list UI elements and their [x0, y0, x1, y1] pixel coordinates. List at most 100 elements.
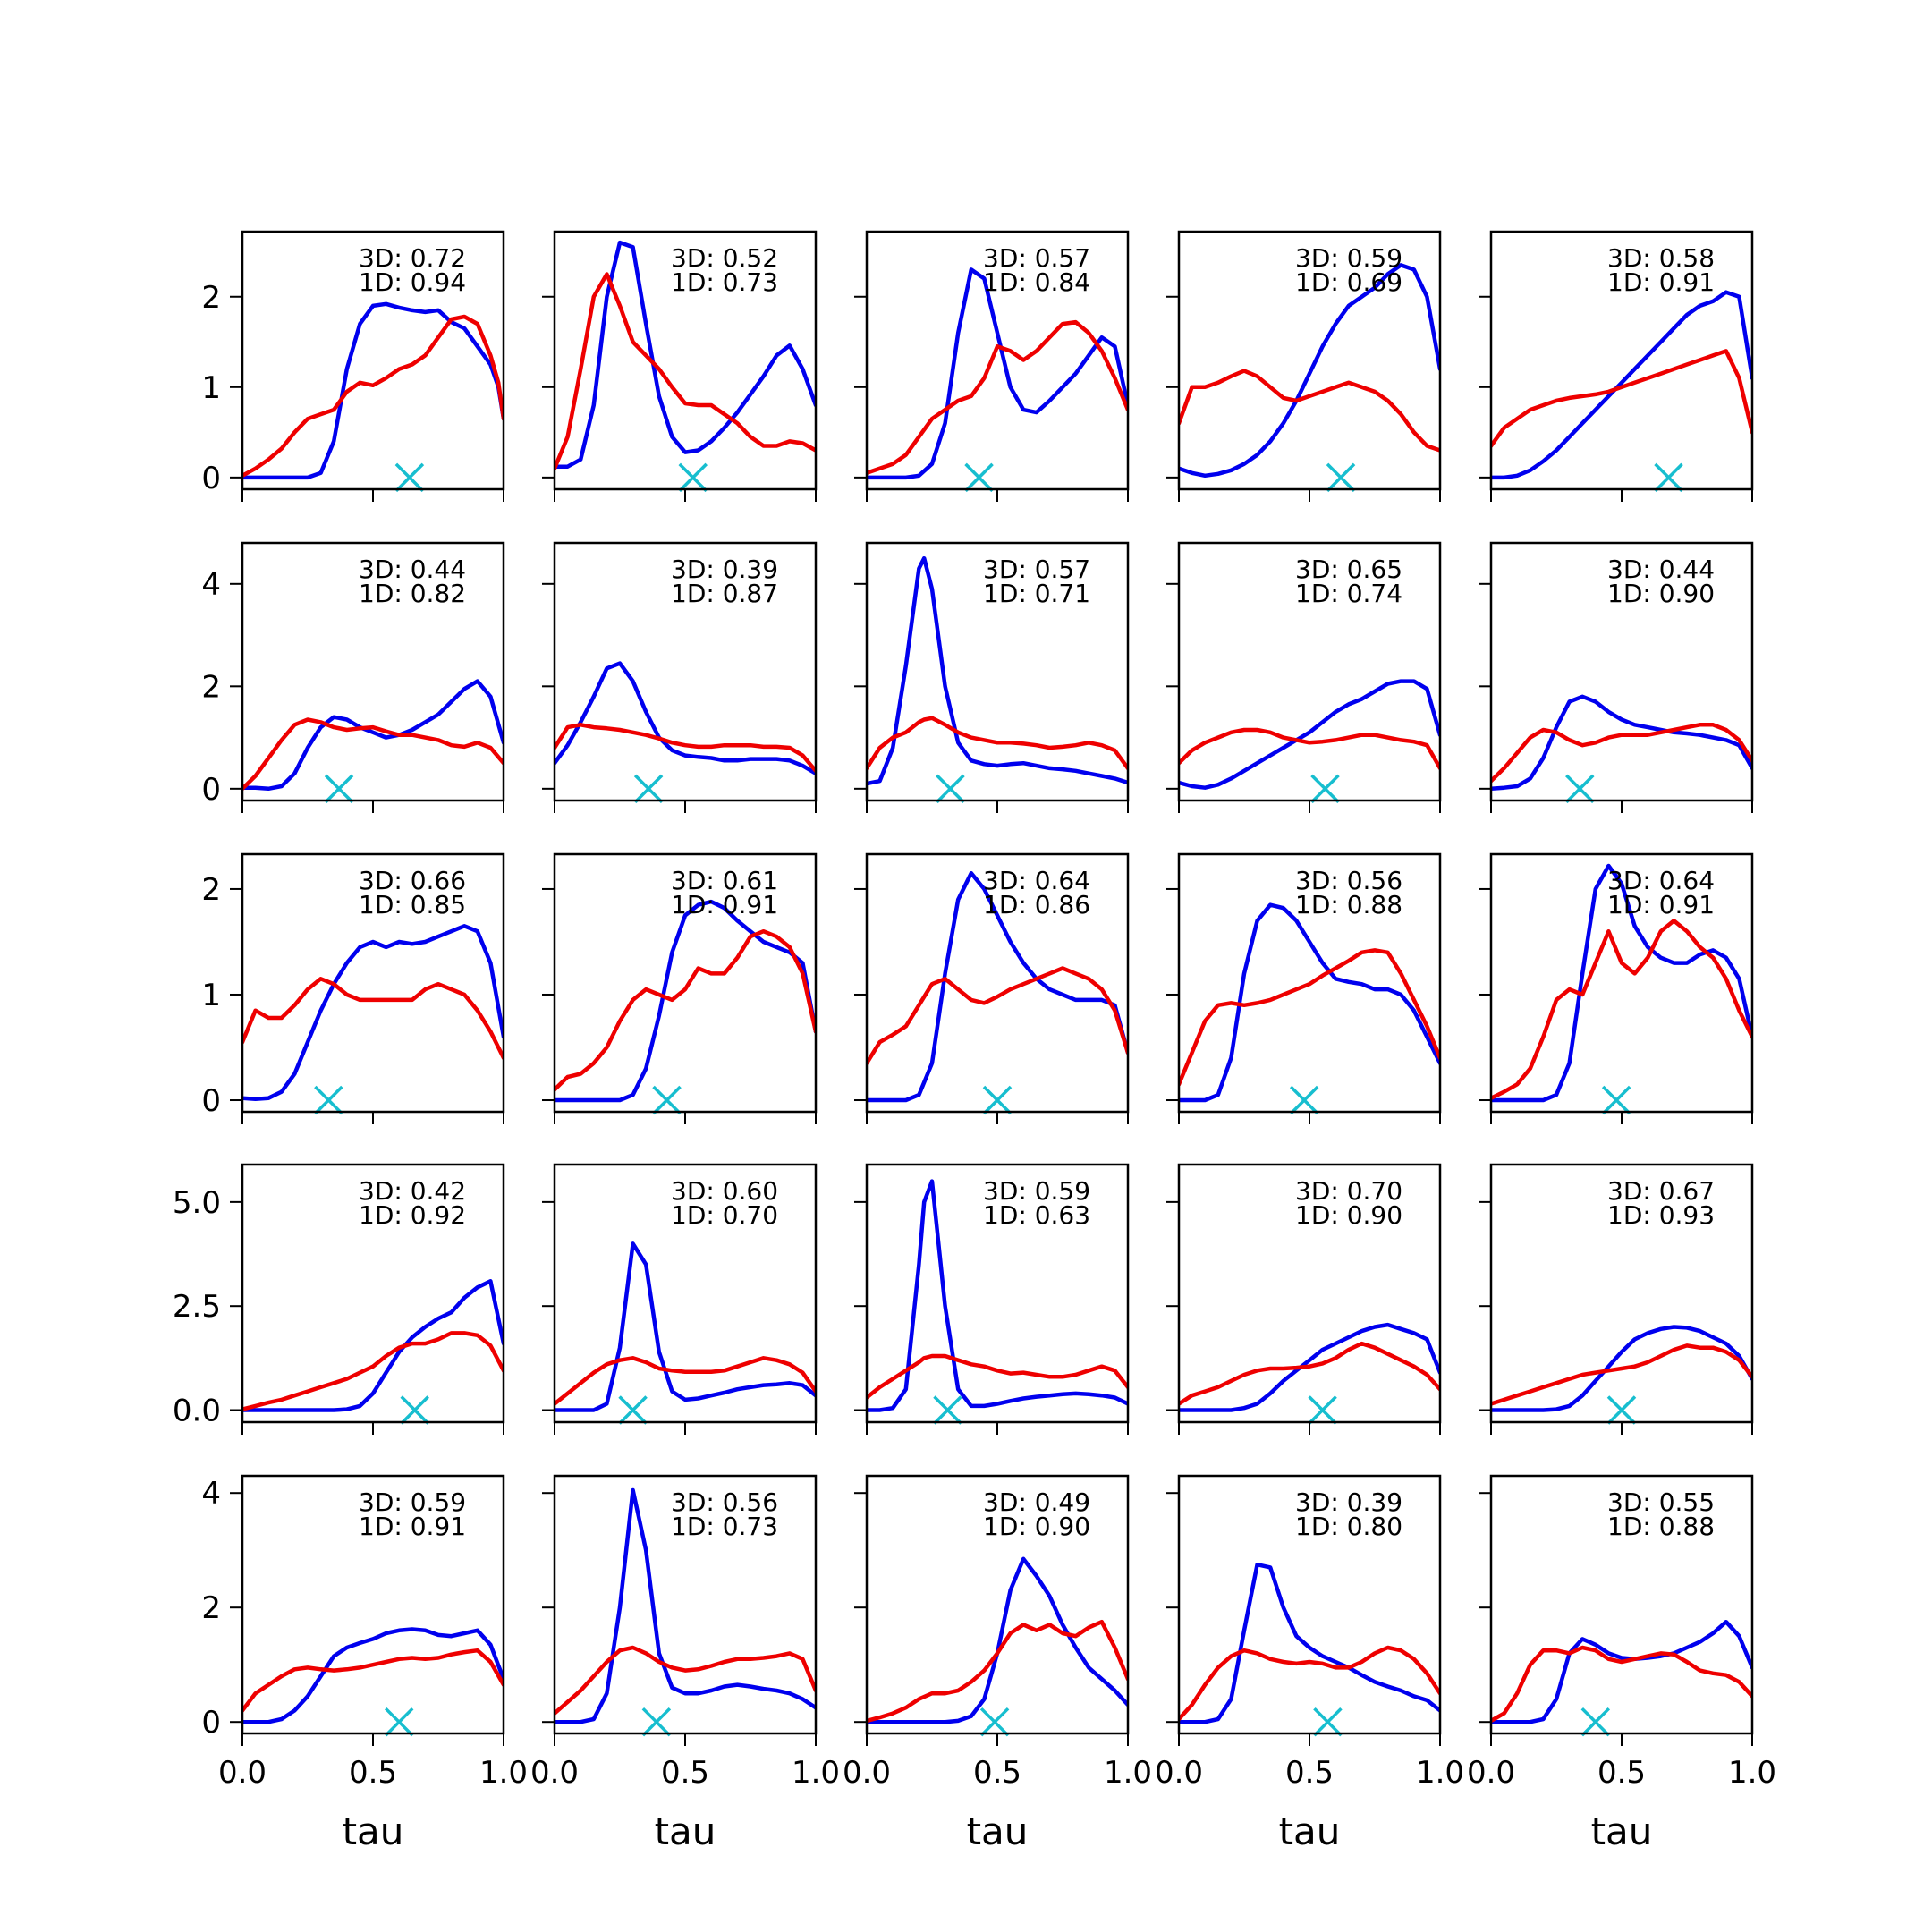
- annotation-3d: 3D: 0.39: [1295, 1487, 1402, 1517]
- series-blue-line: [1179, 1562, 1440, 1724]
- annotation-1d: 1D: 0.91: [359, 1512, 466, 1541]
- annotation-1d: 1D: 0.85: [359, 890, 466, 919]
- series-blue-line: [555, 661, 816, 775]
- annotation-1d: 1D: 0.74: [1295, 579, 1402, 608]
- series-red-line: [867, 1353, 1128, 1400]
- series-blue-line: [242, 679, 504, 792]
- annotation-3d: 3D: 0.65: [1295, 555, 1402, 584]
- x-tick-label: 0.5: [1285, 1755, 1334, 1791]
- x-axis-label: tau: [967, 1809, 1029, 1853]
- x-marker: [1601, 1085, 1631, 1115]
- x-tick-label: 1.0: [1416, 1755, 1464, 1791]
- x-marker-stroke: [1565, 774, 1595, 804]
- annotation-1d: 1D: 0.86: [983, 890, 1090, 919]
- x-tick-label: 0.5: [349, 1755, 397, 1791]
- y-tick-label: 1: [201, 370, 221, 406]
- annotation-1d: 1D: 0.90: [1295, 1200, 1402, 1230]
- annotation-1d: 1D: 0.73: [671, 1512, 778, 1541]
- annotation-3d: 3D: 0.55: [1607, 1487, 1715, 1517]
- x-tick-label: 0.0: [1467, 1755, 1515, 1791]
- annotation-1d: 1D: 0.87: [671, 579, 778, 608]
- x-marker: [979, 1707, 1010, 1737]
- series-blue-line: [867, 1179, 1128, 1412]
- series-blue-line: [555, 1241, 816, 1412]
- annotation-3d: 3D: 0.64: [1607, 866, 1715, 895]
- annotation-3d: 3D: 0.42: [359, 1176, 466, 1206]
- x-marker: [1289, 1085, 1319, 1115]
- annotation-1d: 1D: 0.70: [671, 1200, 778, 1230]
- x-marker: [384, 1707, 414, 1737]
- y-tick-label: 2: [201, 1590, 221, 1626]
- y-tick-label: 0: [201, 1705, 221, 1741]
- annotation-1d: 1D: 0.63: [983, 1200, 1090, 1230]
- x-marker: [964, 462, 994, 493]
- annotation-3d: 3D: 0.56: [671, 1487, 778, 1517]
- x-marker: [641, 1707, 672, 1737]
- x-marker: [324, 774, 354, 804]
- x-marker-stroke: [400, 1395, 429, 1425]
- series-blue-line: [1179, 902, 1440, 1103]
- annotation-3d: 3D: 0.59: [983, 1176, 1090, 1206]
- x-marker-stroke: [1601, 1085, 1631, 1115]
- series-blue-line: [242, 301, 504, 480]
- y-tick-label: 2: [201, 669, 221, 705]
- annotation-1d: 1D: 0.90: [1607, 579, 1715, 608]
- x-marker: [1606, 1395, 1637, 1425]
- x-marker: [652, 1085, 682, 1115]
- annotation-1d: 1D: 0.94: [359, 267, 466, 297]
- x-marker: [618, 1395, 648, 1425]
- x-tick-label: 1.0: [792, 1755, 840, 1791]
- series-blue-line: [555, 899, 816, 1103]
- x-marker-stroke: [314, 1085, 343, 1115]
- annotation-3d: 3D: 0.60: [671, 1176, 778, 1206]
- series-blue-line: [1491, 1619, 1752, 1724]
- x-marker: [936, 774, 965, 804]
- x-axis-label: tau: [1591, 1809, 1653, 1853]
- y-tick-label: 1: [201, 978, 221, 1013]
- annotation-1d: 1D: 0.73: [671, 267, 778, 297]
- annotation-1d: 1D: 0.80: [1295, 1512, 1402, 1541]
- series-red-line: [867, 966, 1128, 1065]
- x-marker-stroke: [324, 774, 354, 804]
- series-blue-line: [867, 555, 1128, 786]
- series-red-line: [242, 314, 504, 479]
- x-marker-stroke: [678, 462, 708, 493]
- series-red-line: [1179, 727, 1440, 771]
- y-tick-label: 0: [201, 461, 221, 496]
- annotation-3d: 3D: 0.39: [671, 555, 778, 584]
- annotation-1d: 1D: 0.71: [983, 579, 1090, 608]
- series-red-line: [555, 1645, 816, 1716]
- x-marker-stroke: [652, 1085, 682, 1115]
- x-marker: [1310, 774, 1340, 804]
- x-marker-stroke: [1310, 774, 1340, 804]
- x-marker-stroke: [1313, 1707, 1343, 1737]
- x-tick-label: 0.0: [530, 1755, 579, 1791]
- annotation-3d: 3D: 0.70: [1295, 1176, 1402, 1206]
- x-marker-stroke: [1580, 1707, 1611, 1737]
- series-red-line: [1179, 948, 1440, 1087]
- x-marker: [400, 1395, 429, 1425]
- series-blue-line: [1179, 263, 1440, 479]
- x-tick-label: 0.0: [1155, 1755, 1203, 1791]
- series-blue-line: [1179, 679, 1440, 790]
- x-marker-stroke: [936, 774, 965, 804]
- annotation-3d: 3D: 0.66: [359, 866, 466, 895]
- series-blue-line: [1491, 290, 1752, 480]
- series-red-line: [867, 319, 1128, 476]
- series-blue-line: [867, 267, 1128, 480]
- annotation-3d: 3D: 0.57: [983, 243, 1090, 273]
